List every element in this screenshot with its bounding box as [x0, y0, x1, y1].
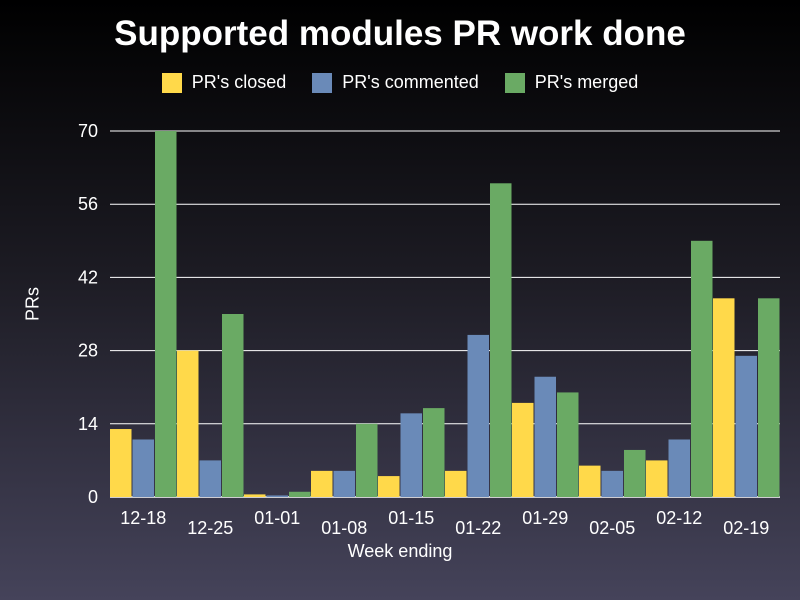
x-tick-label: 01-01 [254, 508, 300, 528]
bar-01-01-pr-s-merged [289, 491, 311, 497]
bar-01-08-pr-s-merged [356, 423, 378, 497]
bar-02-19-pr-s-commented [735, 355, 757, 497]
bar-02-12-pr-s-closed [646, 460, 668, 497]
y-axis-label: PRs [22, 286, 43, 322]
y-tick-label: 70 [78, 121, 98, 141]
bar-01-08-pr-s-closed [311, 470, 333, 497]
bar-01-29-pr-s-commented [534, 376, 556, 497]
bar-02-19-pr-s-closed [713, 298, 735, 497]
bar-01-29-pr-s-merged [557, 392, 579, 497]
bar-01-08-pr-s-commented [333, 470, 355, 497]
x-tick-label: 02-05 [589, 518, 635, 538]
x-tick-label: 01-22 [455, 518, 501, 538]
bar-12-18-pr-s-merged [155, 131, 177, 497]
bar-02-19-pr-s-merged [758, 298, 780, 497]
x-tick-label: 12-18 [120, 508, 166, 528]
x-tick-label: 01-08 [321, 518, 367, 538]
bar-01-29-pr-s-closed [512, 402, 534, 497]
x-tick-label: 02-19 [723, 518, 769, 538]
bar-02-05-pr-s-commented [601, 470, 623, 497]
bar-01-22-pr-s-closed [445, 470, 467, 497]
legend-item-merged: PR's merged [504, 72, 639, 93]
bar-02-12-pr-s-merged [691, 240, 713, 498]
bar-12-25-pr-s-commented [199, 460, 221, 497]
bar-01-01-pr-s-closed [244, 494, 266, 497]
x-tick-label: 01-15 [388, 508, 434, 528]
x-tick-label: 01-29 [522, 508, 568, 528]
x-tick-label: 02-12 [656, 508, 702, 528]
bar-12-18-pr-s-commented [132, 439, 154, 497]
bar-01-22-pr-s-merged [490, 183, 512, 498]
legend-label-merged: PR's merged [534, 72, 639, 92]
chart-title: Supported modules PR work done [114, 14, 686, 53]
legend-swatch-closed [161, 72, 182, 93]
legend: PR's closed PR's commented PR's merged [0, 72, 800, 93]
legend-item-closed: PR's closed [161, 72, 287, 93]
x-tick-label: 12-25 [187, 518, 233, 538]
y-tick-label: 42 [78, 267, 98, 287]
bar-02-05-pr-s-merged [624, 449, 646, 497]
legend-swatch-merged [504, 72, 525, 93]
y-tick-label: 28 [78, 341, 98, 361]
legend-swatch-commented [312, 72, 333, 93]
bar-12-25-pr-s-merged [222, 314, 244, 497]
bar-12-18-pr-s-closed [110, 429, 132, 497]
bar-01-15-pr-s-commented [400, 413, 422, 497]
bar-01-15-pr-s-merged [423, 408, 445, 497]
legend-label-closed: PR's closed [191, 72, 287, 92]
y-tick-label: 56 [78, 194, 98, 214]
legend-item-commented: PR's commented [312, 72, 479, 93]
bar-02-05-pr-s-closed [579, 465, 601, 497]
legend-label-commented: PR's commented [342, 72, 479, 92]
y-tick-label: 14 [78, 414, 98, 434]
bar-01-15-pr-s-closed [378, 476, 400, 497]
y-tick-label: 0 [88, 487, 98, 507]
bar-01-01-pr-s-commented [266, 495, 288, 497]
bar-02-12-pr-s-commented [668, 439, 690, 497]
bar-12-25-pr-s-closed [177, 350, 199, 497]
bar-01-22-pr-s-commented [467, 334, 489, 497]
x-axis-label: Week ending [347, 541, 453, 561]
